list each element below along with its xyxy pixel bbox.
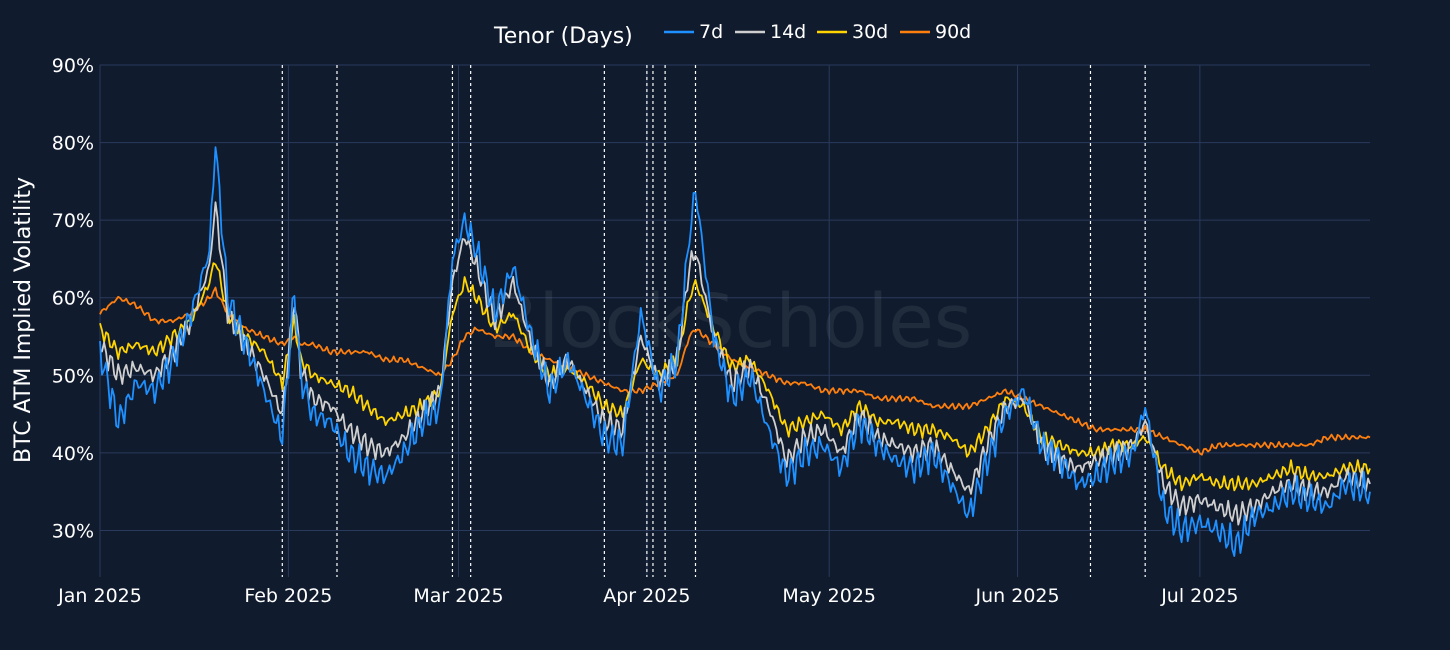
x-tick-label: Jul 2025 — [1160, 585, 1238, 607]
y-tick-label: 60% — [52, 288, 94, 310]
y-tick-label: 40% — [52, 443, 94, 465]
y-axis-ticks: 30% 40% 50% 60% 70% 80% 90% — [52, 55, 94, 542]
legend-label-30d: 30d — [852, 21, 888, 43]
series-lines — [99, 146, 1371, 557]
y-tick-label: 80% — [52, 133, 94, 155]
series-line-14d — [99, 201, 1371, 526]
y-tick-label: 50% — [52, 365, 94, 387]
series-line-30d — [99, 262, 1371, 492]
y-tick-label: 30% — [52, 520, 94, 542]
legend-label-7d: 7d — [699, 21, 723, 43]
legend-label-90d: 90d — [935, 21, 971, 43]
watermark: BlockScholes — [488, 279, 973, 365]
series-line-7d — [99, 146, 1371, 557]
x-tick-label: Jun 2025 — [975, 585, 1060, 607]
x-tick-label: Jan 2025 — [57, 585, 142, 607]
y-axis-label: BTC ATM Implied Volatility — [11, 177, 36, 463]
legend-items: 7d 14d 30d 90d — [664, 21, 971, 43]
x-tick-label: Mar 2025 — [413, 585, 503, 607]
legend: Tenor (Days) 7d 14d 30d 90d — [493, 21, 971, 49]
y-tick-label: 70% — [52, 210, 94, 232]
legend-label-14d: 14d — [770, 21, 806, 43]
x-tick-label: Feb 2025 — [244, 585, 332, 607]
series-line-90d — [99, 286, 1371, 456]
x-axis-ticks: Jan 2025 Feb 2025 Mar 2025 Apr 2025 May 2025… — [57, 585, 1238, 607]
y-tick-label: 90% — [52, 55, 94, 77]
event-lines — [281, 65, 1146, 577]
x-tick-label: May 2025 — [782, 585, 876, 607]
x-tick-label: Apr 2025 — [603, 585, 690, 607]
legend-title: Tenor (Days) — [493, 24, 633, 49]
